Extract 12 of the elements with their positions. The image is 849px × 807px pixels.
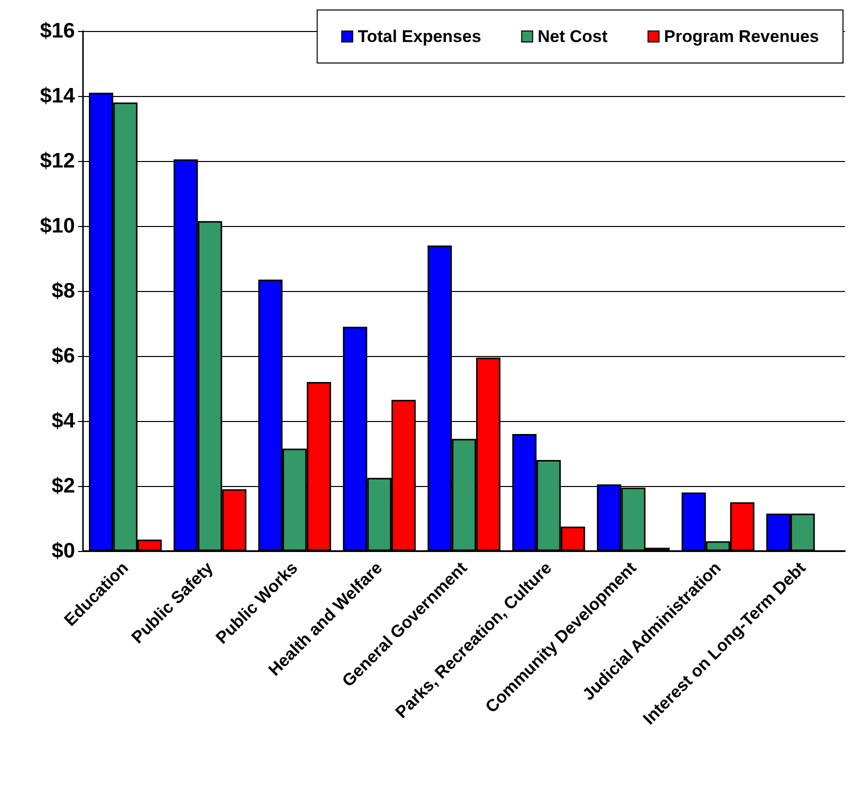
y-tick-label: $12 xyxy=(40,150,75,172)
legend-label: Program Revenues xyxy=(664,27,819,46)
y-tick-label: $10 xyxy=(40,214,75,238)
y-tick-label: $16 xyxy=(40,20,75,42)
y-tick-label: $0 xyxy=(52,540,75,562)
y-tick-label: $4 xyxy=(52,410,76,432)
y-tick-label: $8 xyxy=(52,280,76,302)
y-tick-label: $2 xyxy=(52,474,75,498)
legend-label: Net Cost xyxy=(538,27,608,46)
legend-label: Total Expenses xyxy=(358,27,482,46)
y-tick-label: $14 xyxy=(40,84,76,108)
y-tick-label: $6 xyxy=(52,344,75,368)
